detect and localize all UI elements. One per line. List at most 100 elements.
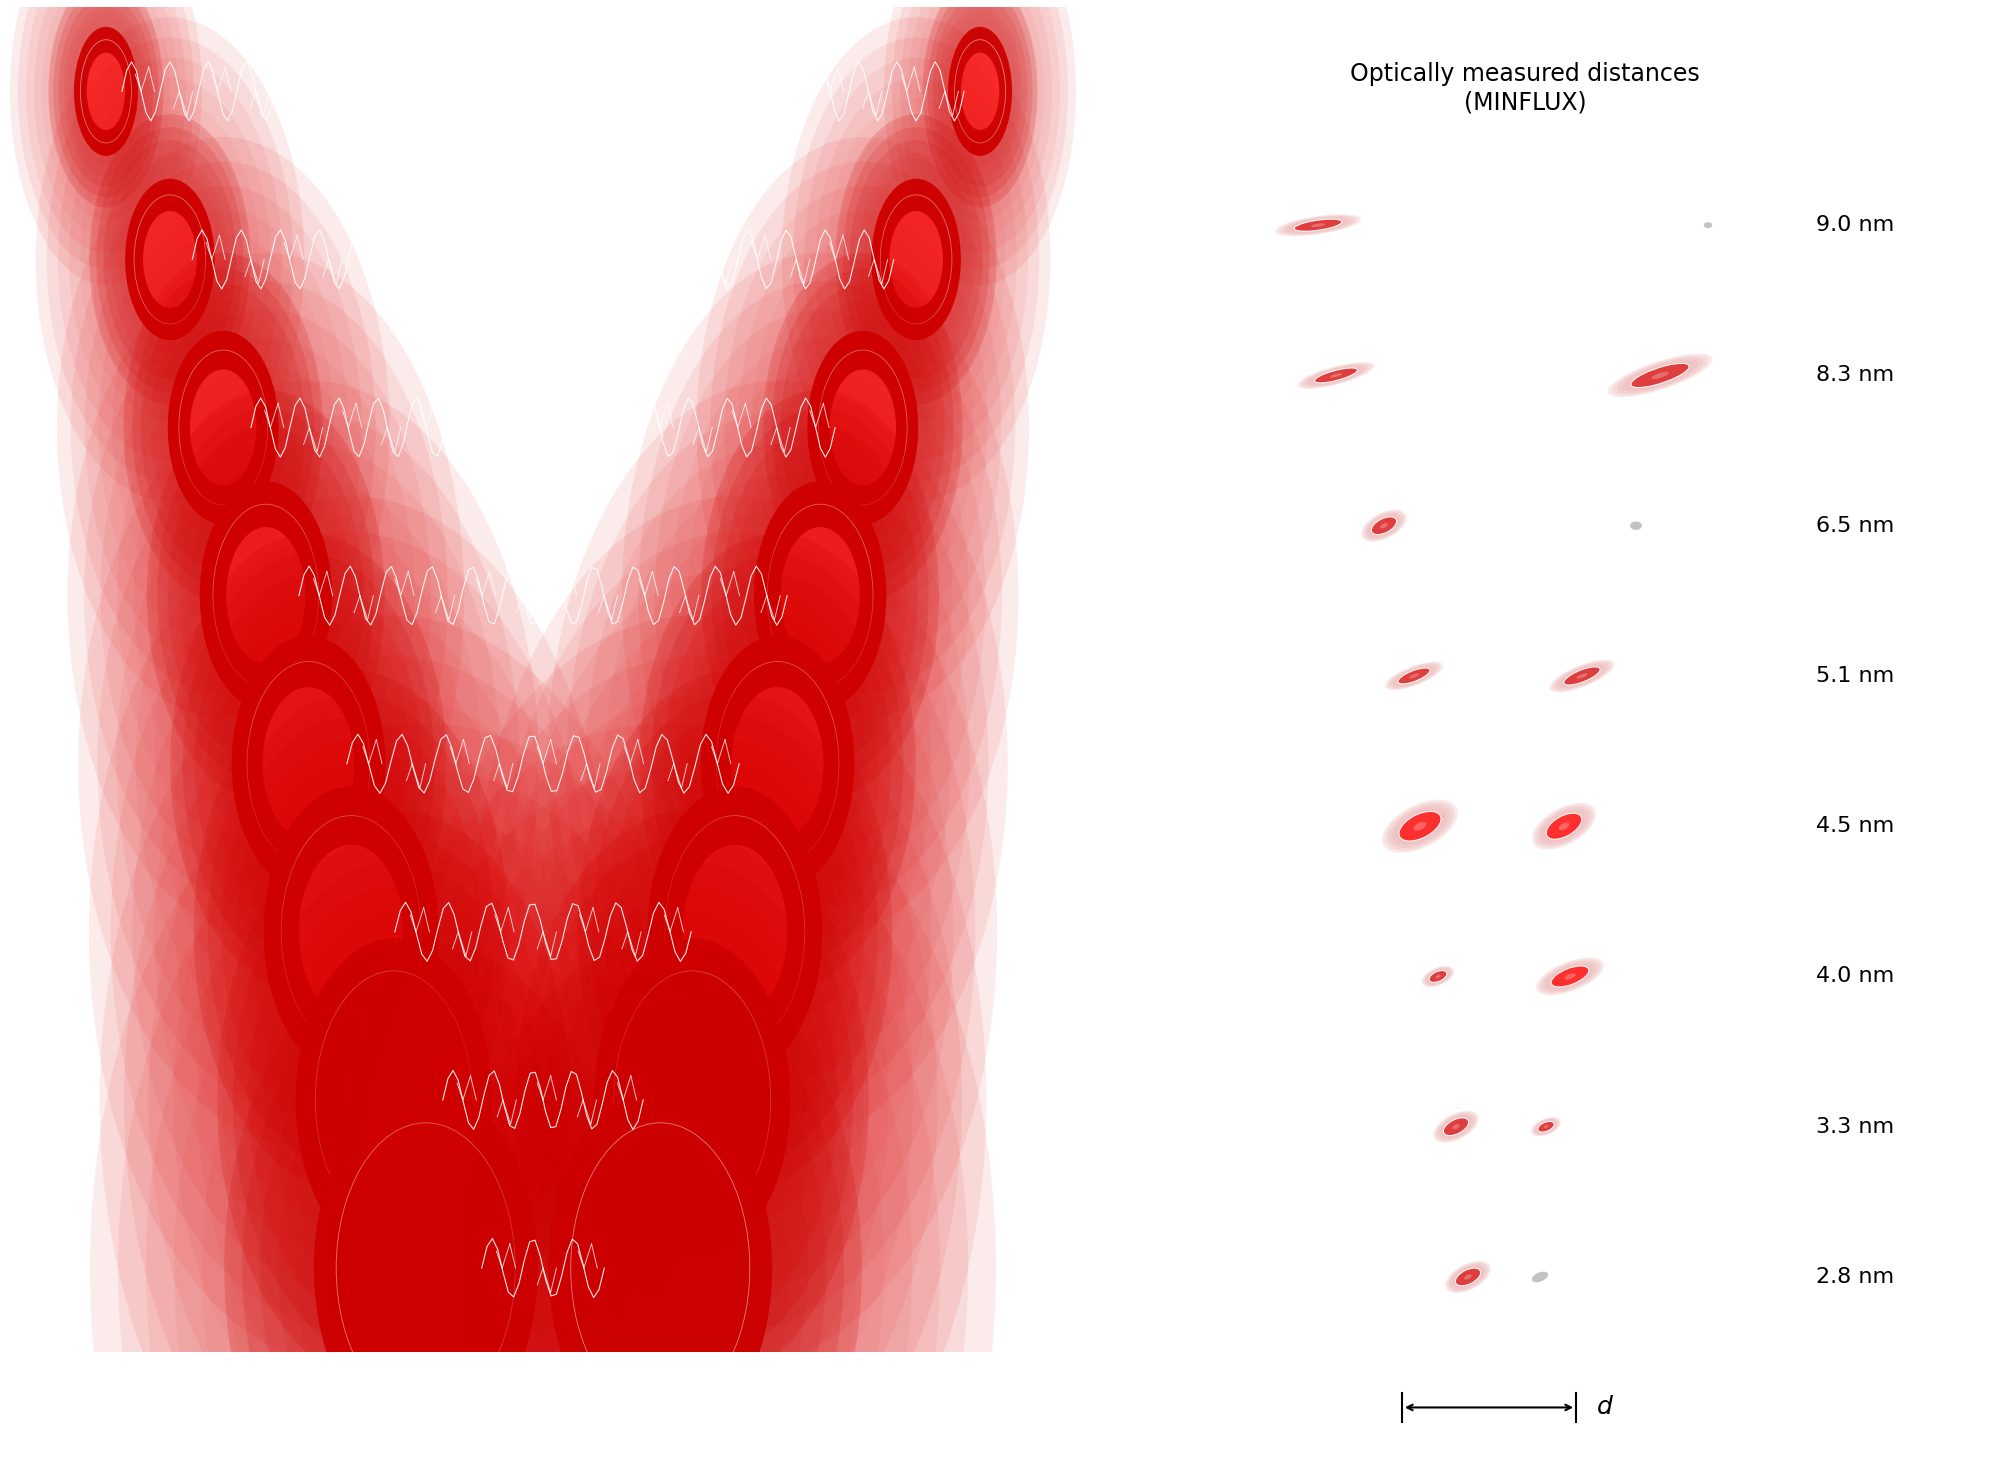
Ellipse shape: [908, 0, 1052, 236]
Ellipse shape: [836, 114, 996, 405]
Ellipse shape: [232, 835, 554, 1365]
Ellipse shape: [1564, 667, 1600, 685]
Ellipse shape: [578, 670, 892, 1193]
Ellipse shape: [380, 814, 940, 1457]
Ellipse shape: [98, 210, 348, 645]
Ellipse shape: [808, 331, 918, 525]
Ellipse shape: [1330, 373, 1342, 377]
Ellipse shape: [110, 153, 228, 366]
Ellipse shape: [1436, 975, 1440, 978]
Ellipse shape: [472, 497, 998, 1368]
Ellipse shape: [1314, 369, 1358, 383]
Ellipse shape: [780, 284, 944, 571]
Ellipse shape: [84, 281, 448, 911]
Ellipse shape: [652, 554, 904, 973]
Ellipse shape: [1436, 1112, 1476, 1141]
Ellipse shape: [260, 1000, 592, 1457]
Ellipse shape: [1704, 223, 1712, 229]
Ellipse shape: [226, 527, 306, 664]
Ellipse shape: [830, 370, 896, 485]
Ellipse shape: [18, 0, 194, 270]
Ellipse shape: [64, 6, 148, 176]
Ellipse shape: [1532, 1272, 1548, 1282]
Ellipse shape: [200, 481, 332, 710]
Ellipse shape: [722, 427, 918, 765]
Ellipse shape: [1422, 966, 1454, 986]
Ellipse shape: [1424, 967, 1452, 986]
Ellipse shape: [1552, 966, 1588, 986]
Ellipse shape: [682, 845, 788, 1018]
Ellipse shape: [352, 769, 968, 1457]
Ellipse shape: [1388, 663, 1440, 689]
Ellipse shape: [178, 444, 354, 746]
Ellipse shape: [48, 0, 164, 207]
Ellipse shape: [780, 527, 860, 664]
Ellipse shape: [142, 284, 306, 571]
Ellipse shape: [458, 941, 862, 1457]
Ellipse shape: [960, 52, 1000, 130]
Ellipse shape: [78, 380, 538, 1147]
Text: Optically measured distances
(MINFLUX): Optically measured distances (MINFLUX): [1350, 63, 1700, 114]
Ellipse shape: [90, 114, 250, 405]
Ellipse shape: [1390, 664, 1438, 688]
Ellipse shape: [476, 970, 844, 1457]
Ellipse shape: [1388, 804, 1452, 848]
Ellipse shape: [182, 554, 434, 973]
Ellipse shape: [1372, 517, 1396, 535]
Ellipse shape: [548, 380, 1008, 1147]
Ellipse shape: [154, 605, 548, 1259]
Ellipse shape: [772, 268, 954, 586]
Ellipse shape: [218, 810, 570, 1390]
Ellipse shape: [262, 688, 354, 841]
Ellipse shape: [1558, 822, 1570, 830]
Ellipse shape: [70, 162, 376, 694]
Ellipse shape: [804, 58, 1028, 462]
Ellipse shape: [96, 127, 244, 392]
Ellipse shape: [132, 268, 314, 586]
Ellipse shape: [54, 0, 158, 197]
Ellipse shape: [872, 179, 960, 339]
Ellipse shape: [158, 408, 374, 782]
Ellipse shape: [622, 252, 1018, 938]
Ellipse shape: [1300, 363, 1372, 388]
Ellipse shape: [1546, 813, 1582, 839]
Ellipse shape: [150, 300, 296, 555]
Ellipse shape: [538, 605, 932, 1259]
Ellipse shape: [892, 0, 1068, 270]
Ellipse shape: [1380, 523, 1388, 529]
Ellipse shape: [1366, 513, 1402, 539]
Ellipse shape: [948, 26, 1012, 156]
Ellipse shape: [1652, 372, 1668, 379]
Ellipse shape: [494, 532, 976, 1332]
Ellipse shape: [1556, 663, 1608, 689]
Ellipse shape: [118, 769, 734, 1457]
Ellipse shape: [1550, 660, 1614, 692]
Ellipse shape: [110, 532, 592, 1332]
Text: 4.5 nm: 4.5 nm: [1816, 816, 1894, 836]
Ellipse shape: [124, 656, 664, 1457]
Ellipse shape: [1450, 1263, 1486, 1289]
Ellipse shape: [118, 338, 414, 852]
Ellipse shape: [296, 938, 492, 1262]
Ellipse shape: [1398, 812, 1442, 841]
Ellipse shape: [1552, 661, 1612, 691]
Ellipse shape: [842, 127, 990, 392]
Ellipse shape: [248, 861, 538, 1339]
Ellipse shape: [754, 481, 886, 710]
Ellipse shape: [1616, 357, 1704, 393]
Ellipse shape: [1538, 807, 1590, 845]
Ellipse shape: [146, 814, 706, 1457]
Ellipse shape: [90, 723, 762, 1457]
Ellipse shape: [1386, 801, 1454, 851]
Ellipse shape: [1536, 957, 1604, 995]
Ellipse shape: [850, 140, 982, 379]
Ellipse shape: [58, 58, 282, 462]
Ellipse shape: [170, 533, 446, 994]
Ellipse shape: [224, 941, 628, 1457]
Ellipse shape: [566, 412, 988, 1115]
Ellipse shape: [1448, 1262, 1488, 1291]
Ellipse shape: [70, 77, 270, 441]
Ellipse shape: [10, 0, 202, 286]
Ellipse shape: [1382, 800, 1458, 852]
Ellipse shape: [516, 568, 954, 1295]
